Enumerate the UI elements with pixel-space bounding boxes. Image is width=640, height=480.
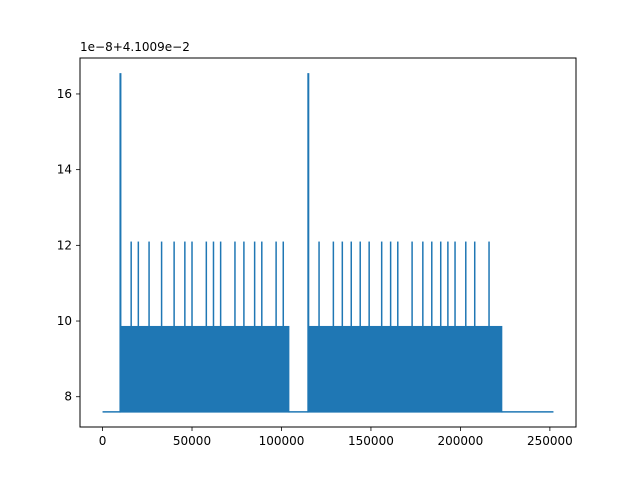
plot-area — [102, 73, 554, 413]
y-axis-offset-label: 1e−8+4.1009e−2 — [80, 40, 190, 54]
y-tick-label: 10 — [57, 314, 72, 328]
x-tick-label: 250000 — [527, 434, 573, 448]
y-tick-label: 8 — [64, 390, 72, 404]
oscillation-band-0 — [119, 325, 290, 413]
x-tick-label: 0 — [99, 434, 107, 448]
x-tick-label: 150000 — [348, 434, 394, 448]
x-tick-label: 50000 — [173, 434, 211, 448]
axes-frame — [79, 57, 577, 428]
oscillation-band-1 — [307, 325, 503, 413]
y-tick-label: 14 — [57, 163, 72, 177]
y-axis: 8 10 12 14 16 — [57, 87, 80, 404]
x-axis: 0 50000 100000 150000 200000 250000 — [99, 427, 573, 448]
y-tick-label: 16 — [57, 87, 72, 101]
x-tick-label: 100000 — [259, 434, 305, 448]
y-tick-label: 12 — [57, 238, 72, 252]
x-tick-label: 200000 — [438, 434, 484, 448]
